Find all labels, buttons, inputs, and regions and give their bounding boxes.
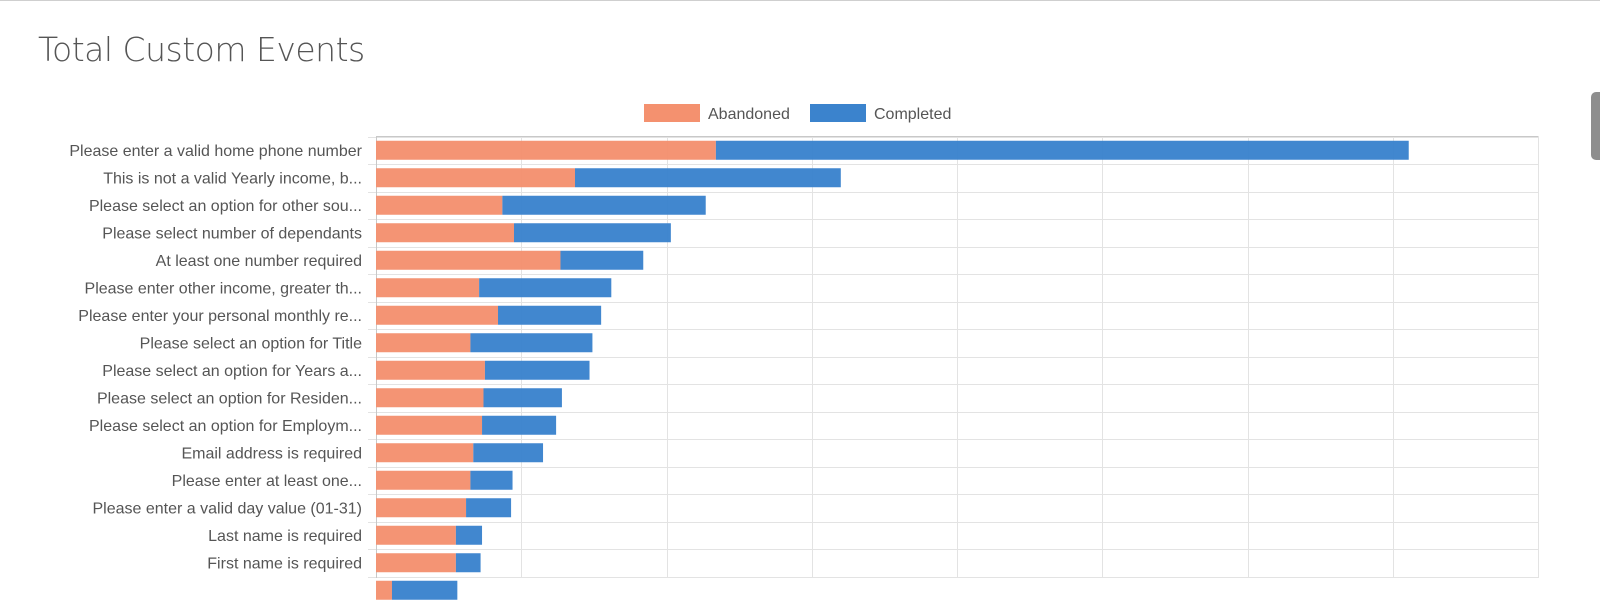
bar-abandoned <box>376 415 483 435</box>
page-title: Total Custom Events <box>38 30 365 69</box>
vertical-scrollbar-thumb[interactable] <box>1591 92 1600 160</box>
category-labels: Please enter a valid home phone number Th… <box>69 143 362 573</box>
category-tick-label: Please select an option for other sou... <box>89 198 362 215</box>
category-tick-label: Please enter a valid day value (01-31) <box>93 500 363 517</box>
bar-abandoned <box>376 470 471 490</box>
bar-completed <box>574 168 841 188</box>
category-tick-label: Please select an option for Residen... <box>97 390 362 407</box>
bar-abandoned <box>376 195 503 215</box>
bar-abandoned <box>376 223 514 243</box>
bar-abandoned <box>376 580 392 600</box>
category-tick-label: First name is required <box>207 555 362 572</box>
bar-completed <box>455 553 481 573</box>
category-tick-label: Please enter other income, greater th... <box>85 280 362 297</box>
bar-completed <box>455 525 483 545</box>
bar-completed <box>560 250 644 270</box>
category-tick-label: Last name is required <box>208 528 362 545</box>
top-divider <box>0 0 1600 1</box>
bar-completed <box>502 195 706 215</box>
bar-completed <box>470 470 513 490</box>
bar-abandoned <box>376 250 561 270</box>
legend-label-completed: Completed <box>874 106 951 123</box>
category-tick-label: Please enter a valid home phone number <box>69 143 362 160</box>
chart-legend[interactable]: Abandoned Completed <box>644 104 951 123</box>
bar-completed <box>715 140 1409 160</box>
category-tick-label: Please select an option for Employm... <box>89 418 362 435</box>
bar-abandoned <box>376 388 484 408</box>
bar-abandoned <box>376 553 456 573</box>
category-tick-label: Please select an option for Title <box>140 335 362 352</box>
bar-completed <box>513 223 671 243</box>
category-tick-label: This is not a valid Yearly income, b... <box>103 170 362 187</box>
bar-completed <box>482 415 557 435</box>
category-tick-label: Please select number of dependants <box>102 225 362 242</box>
category-tick-label: Please select an option for Years a... <box>102 363 362 380</box>
bar-abandoned <box>376 140 716 160</box>
bar-completed <box>479 278 612 298</box>
bar-completed <box>391 580 458 600</box>
bar-abandoned <box>376 278 480 298</box>
bar-completed <box>473 443 544 463</box>
bar-abandoned <box>376 333 471 353</box>
legend-swatch-abandoned <box>644 104 700 122</box>
category-tick-label: At least one number required <box>156 253 362 270</box>
category-tick-label: Please enter at least one... <box>172 473 362 490</box>
bar-abandoned <box>376 360 485 380</box>
category-tick-label: Email address is required <box>181 445 362 462</box>
category-tick-label: Please enter your personal monthly re... <box>78 308 362 325</box>
bar-abandoned <box>376 498 467 518</box>
legend-swatch-completed <box>810 104 866 122</box>
chart-bars <box>376 140 1409 600</box>
chart-grid <box>368 136 1539 578</box>
bar-abandoned <box>376 305 499 325</box>
legend-label-abandoned: Abandoned <box>708 106 790 123</box>
bar-completed <box>466 498 512 518</box>
bar-completed <box>483 388 562 408</box>
bar-completed <box>498 305 602 325</box>
bar-completed <box>484 360 590 380</box>
bar-abandoned <box>376 168 575 188</box>
bar-abandoned <box>376 443 474 463</box>
bar-completed <box>470 333 593 353</box>
bar-abandoned <box>376 525 456 545</box>
